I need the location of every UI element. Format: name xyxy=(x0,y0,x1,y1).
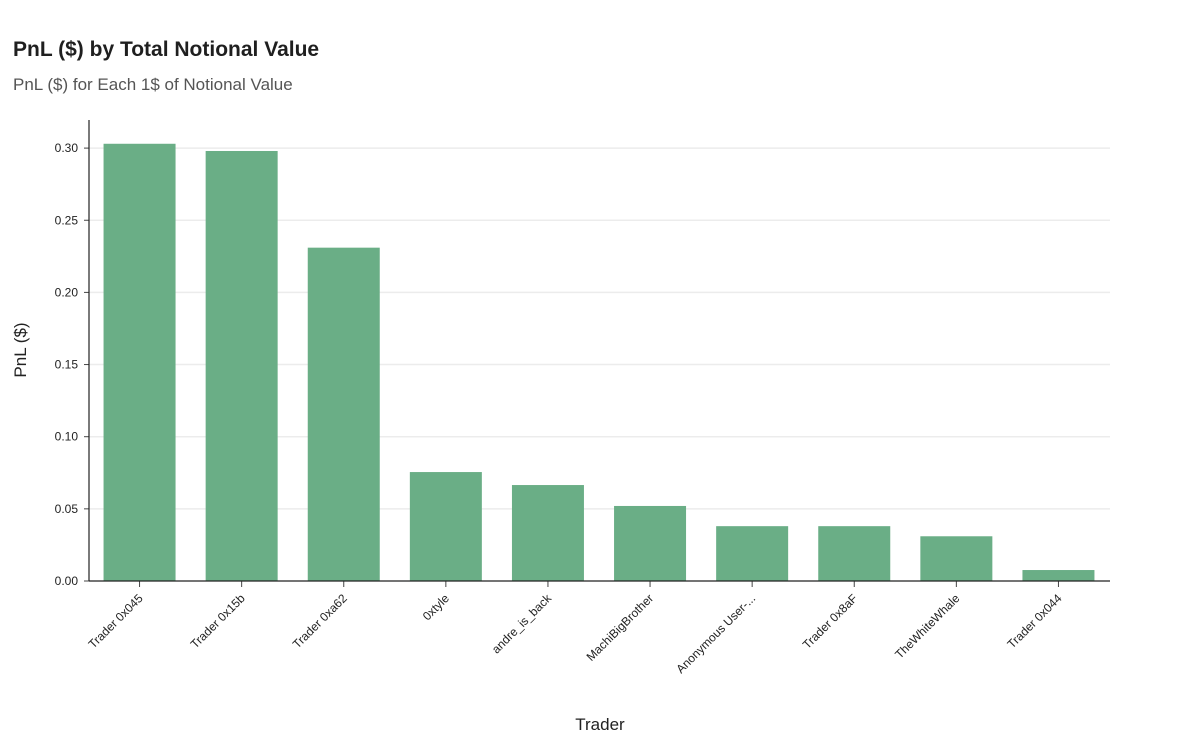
x-tick-label: Trader 0x8aF xyxy=(800,591,861,652)
x-tick-label: Trader 0xa62 xyxy=(290,591,350,651)
y-tick-label: 0.00 xyxy=(55,574,79,588)
x-tick-label: Trader 0x045 xyxy=(86,591,146,651)
bar xyxy=(103,143,176,581)
x-tick-label: Trader 0x15b xyxy=(188,591,248,651)
y-tick-label: 0.30 xyxy=(55,141,79,155)
y-axis-label: PnL ($) xyxy=(11,322,30,377)
bar xyxy=(1022,570,1095,581)
bar xyxy=(511,485,584,581)
y-tick-label: 0.25 xyxy=(55,213,79,227)
bar xyxy=(818,526,891,581)
bar xyxy=(716,526,789,581)
chart-title: PnL ($) by Total Notional Value xyxy=(13,38,320,61)
y-tick-label: 0.10 xyxy=(55,430,79,444)
bar xyxy=(307,247,380,582)
y-tick-label: 0.20 xyxy=(55,285,79,299)
x-tick-label: Anonymous User-... xyxy=(673,591,758,676)
x-tick-label: TheWhiteWhale xyxy=(892,591,962,661)
y-tick-label: 0.15 xyxy=(55,358,79,372)
x-tick-label: MachiBigBrother xyxy=(584,591,657,664)
bar xyxy=(205,150,278,581)
x-tick-label: Trader 0x044 xyxy=(1005,591,1065,651)
y-tick-label: 0.05 xyxy=(55,502,79,516)
x-tick-label: andre_is_back xyxy=(489,591,555,657)
bar xyxy=(409,472,482,581)
bar xyxy=(614,505,687,581)
bar xyxy=(920,536,993,581)
x-axis-label: Trader xyxy=(575,715,625,734)
chart-subtitle: PnL ($) for Each 1$ of Notional Value xyxy=(13,75,293,94)
x-tick-label: 0xtyle xyxy=(420,591,452,623)
